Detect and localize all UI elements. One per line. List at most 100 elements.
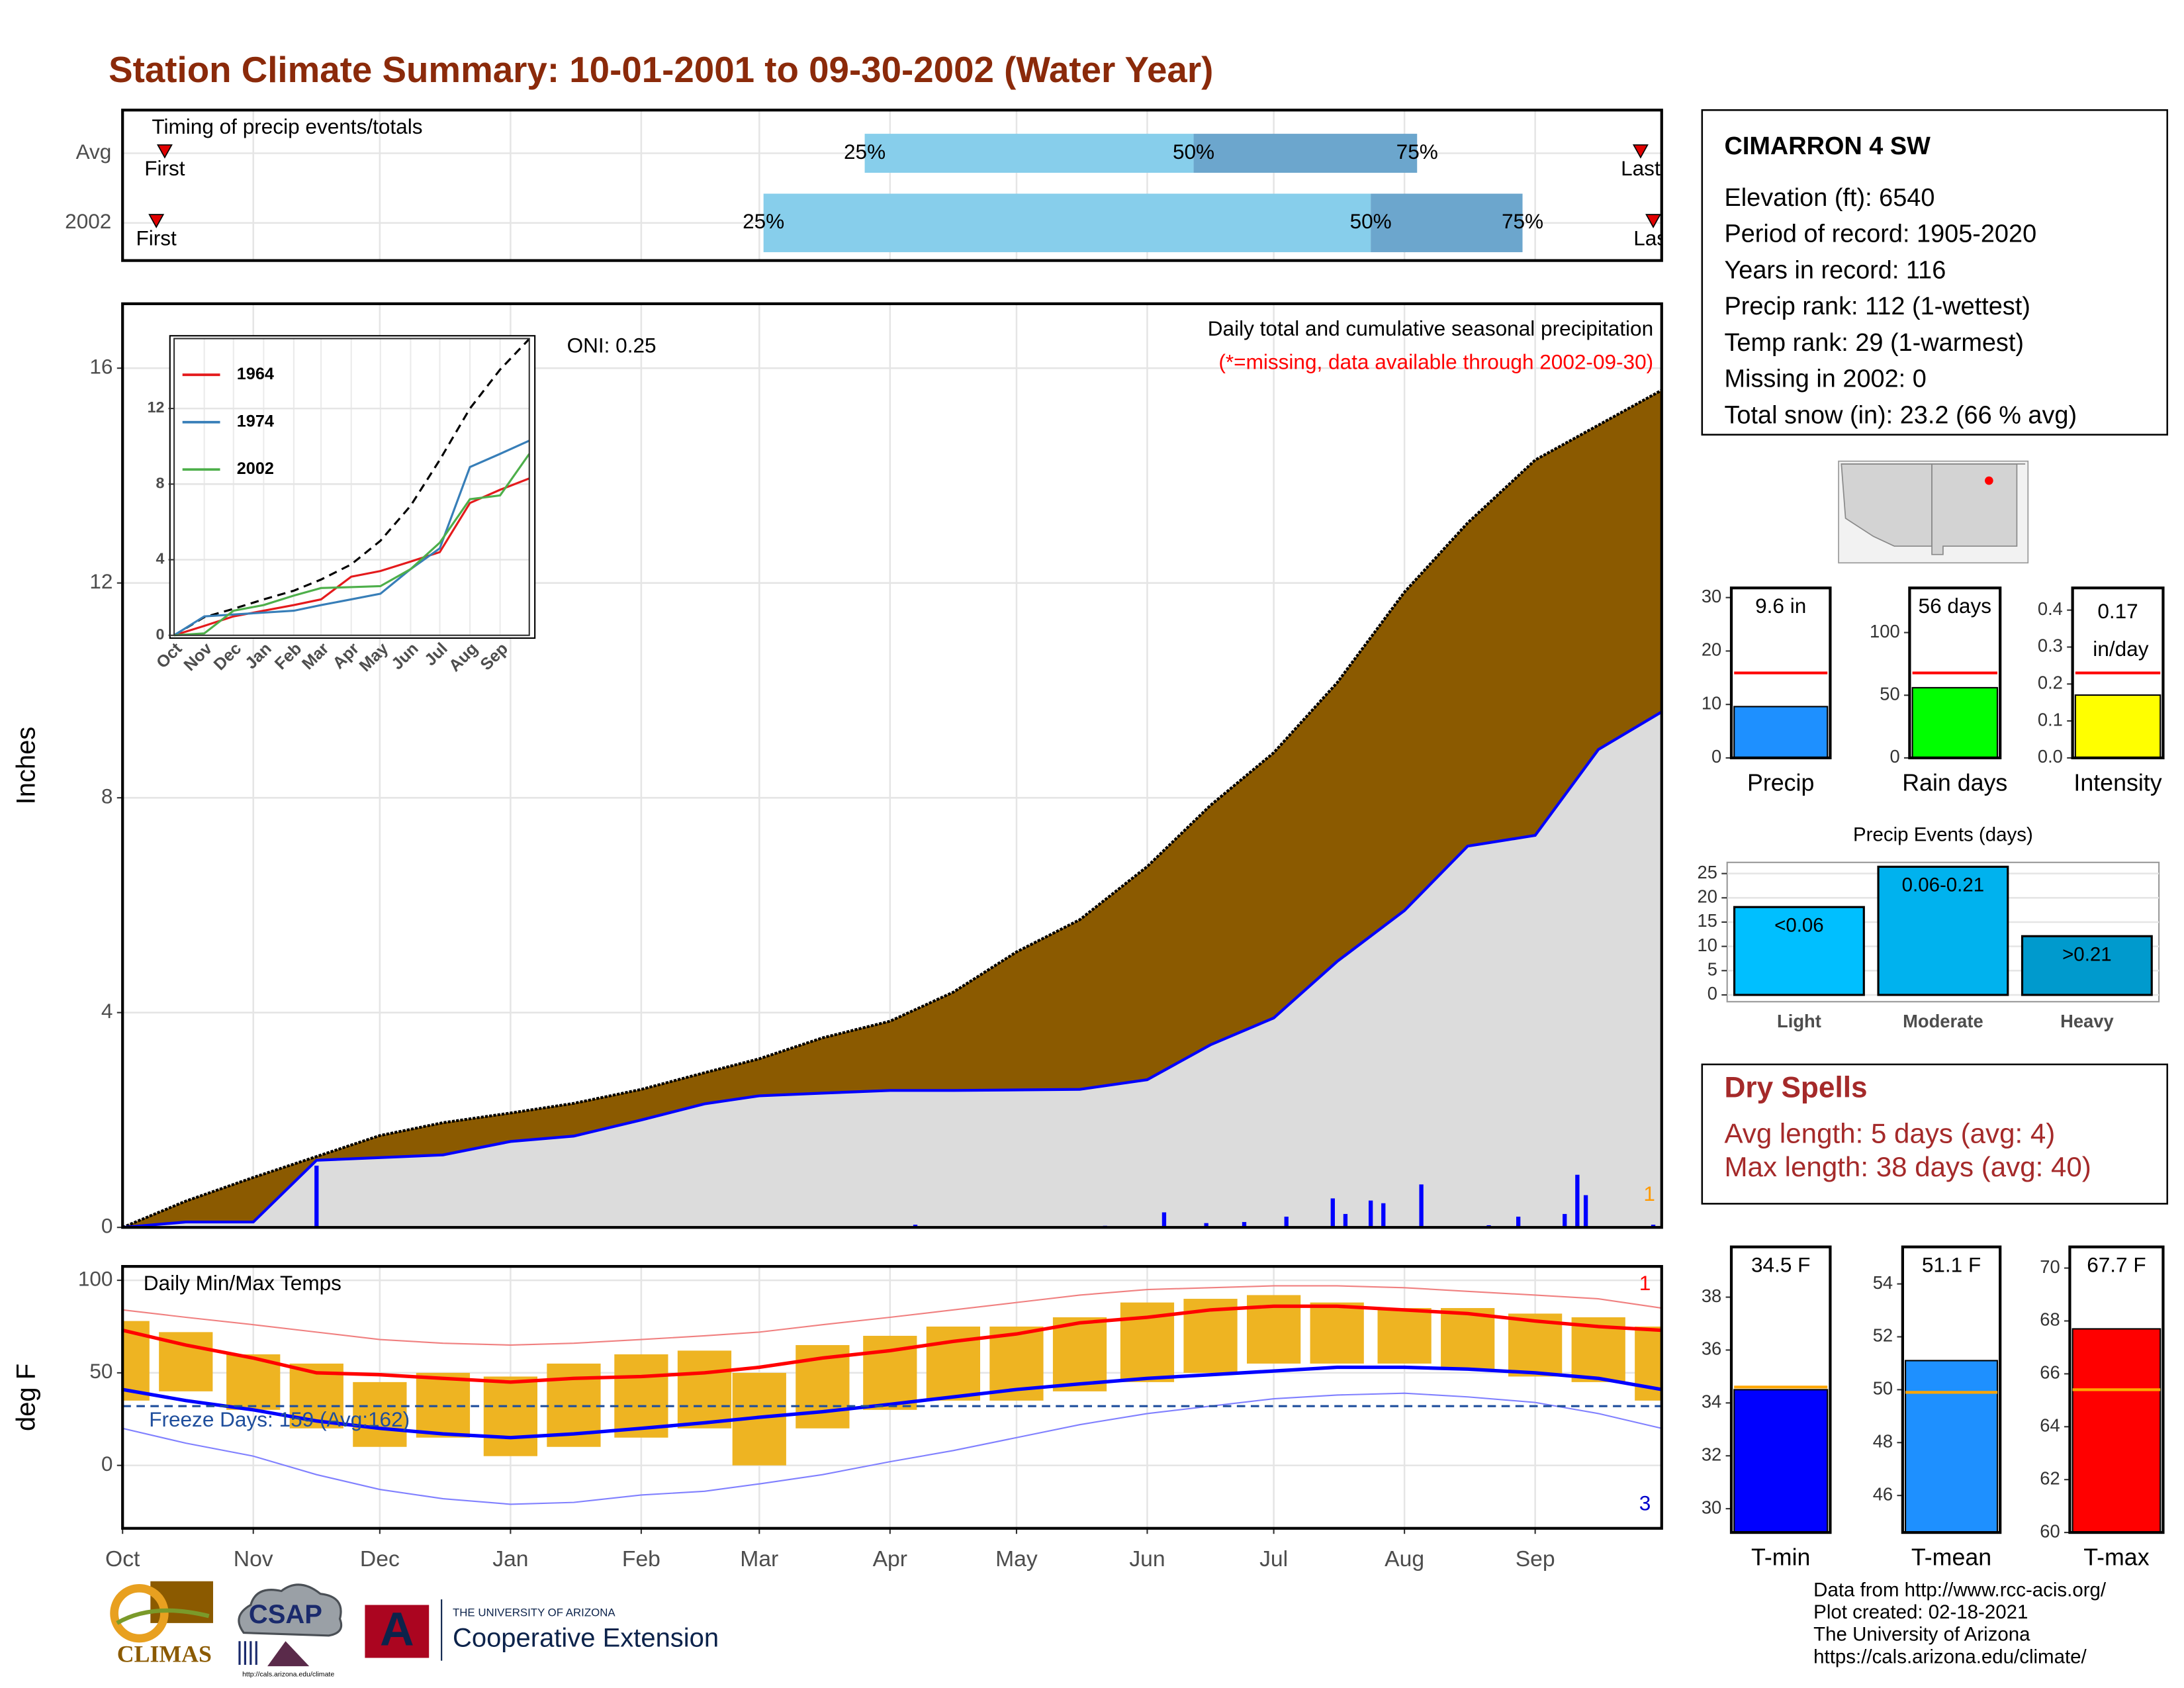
daily-bar	[314, 1165, 319, 1228]
y-tick-label: 10	[1702, 692, 1721, 713]
x-tick-label: Heavy	[2060, 1011, 2114, 1031]
bar	[1733, 706, 1829, 759]
daily-bar	[1563, 1213, 1567, 1228]
temp-range-bar	[1310, 1302, 1364, 1364]
series-line	[122, 1304, 1662, 1384]
temp-range-bar	[614, 1354, 668, 1438]
temp-range-bar	[353, 1382, 407, 1447]
quartile-bar	[864, 134, 1194, 173]
daily-bar	[1516, 1216, 1521, 1228]
y-tick-label: 0	[156, 626, 164, 643]
x-tick-label: Jan	[492, 1547, 528, 1571]
series-line	[173, 440, 530, 637]
chart-title: Precip Events (days)	[1853, 824, 2033, 846]
station-line: Precip rank: 112 (1-wettest)	[1724, 293, 2030, 320]
annotation: 3	[1639, 1491, 1651, 1515]
x-tick-label: Mar	[740, 1547, 778, 1571]
temp-range-bar	[1377, 1308, 1432, 1364]
y-tick-label: 68	[2040, 1309, 2060, 1330]
y-tick-label: 60	[2040, 1521, 2060, 1541]
value-label: 67.7 F	[2087, 1252, 2146, 1276]
y-tick-label: 12	[89, 569, 113, 593]
plot-frame	[1729, 586, 1832, 760]
x-tick-label: Oct	[105, 1547, 140, 1571]
series-line	[122, 1365, 1662, 1440]
y-tick-label: 30	[1702, 586, 1721, 606]
station-line: Missing in 2002: 0	[1724, 365, 1926, 393]
y-tick-label: 66	[2040, 1362, 2060, 1383]
point-label: First	[144, 156, 185, 180]
y-tick-label: 4	[101, 999, 113, 1023]
y-tick-label: 100	[1870, 621, 1900, 641]
footer-line: Plot created: 02-18-2021	[1813, 1601, 2028, 1623]
point-label: 25%	[844, 140, 886, 164]
y-tick-label: 0	[101, 1214, 113, 1238]
y-tick-label: 36	[1702, 1338, 1721, 1359]
x-tick-label: Apr	[873, 1547, 907, 1571]
y-tick-label: 54	[1873, 1272, 1893, 1293]
point-label: Last	[1633, 226, 1673, 250]
y-tick-label: 0.1	[2038, 709, 2063, 729]
y-tick-label: 15	[1698, 910, 1717, 931]
y-tick-label: 62	[2040, 1468, 2060, 1488]
bar-label: >0.21	[2062, 943, 2112, 965]
annotation: ONI: 0.25	[567, 333, 657, 357]
average-line	[122, 389, 1662, 1229]
temp-range-bar	[1052, 1317, 1107, 1391]
point-label: 25%	[743, 209, 784, 233]
daily-bar	[1284, 1216, 1289, 1228]
logos: CLIMAS CSAP http://cals.arizona.edu/clim…	[110, 1581, 719, 1679]
logo-extension: Cooperative Extension	[453, 1624, 719, 1653]
value-label: 56 days	[1919, 594, 1992, 618]
y-tick-label: 0	[101, 1452, 113, 1476]
state	[1931, 463, 2018, 555]
box	[1701, 1063, 2169, 1205]
box	[1701, 109, 2169, 436]
x-tick-label: Light	[1777, 1011, 1821, 1031]
footer-line: Data from http://www.rcc-acis.org/	[1813, 1579, 2107, 1601]
station-line: Temp rank: 29 (1-warmest)	[1724, 329, 2024, 357]
annotation: 1	[1639, 1271, 1651, 1295]
y-tick-label: 32	[1702, 1444, 1721, 1464]
y-tick-label: 46	[1873, 1483, 1893, 1504]
temperature-plot	[122, 1285, 1662, 1505]
dry-spells-box: Dry Spells Avg length: 5 days (avg: 4) M…	[1701, 1063, 2169, 1205]
bar	[2074, 694, 2161, 759]
dry-spells-title: Dry Spells	[1724, 1072, 1867, 1104]
chart-subtitle: (*=missing, data available through 2002-…	[1218, 350, 1653, 374]
logo-ua: THE UNIVERSITY OF ARIZONA	[453, 1607, 615, 1619]
plot-frame	[1729, 1245, 1832, 1534]
annotation: 1	[1643, 1182, 1655, 1205]
chart-title: Daily total and cumulative seasonal prec…	[1208, 316, 1653, 340]
y-tick-label: 50	[1880, 683, 1899, 704]
temp-range-bar	[677, 1350, 732, 1429]
plot-frame	[1908, 586, 2002, 760]
y-tick-label: 50	[1873, 1378, 1893, 1399]
cumulative-line	[122, 710, 1662, 1229]
y-tick-label: Avg	[76, 140, 112, 164]
station-line: Elevation (ft): 6540	[1724, 184, 1934, 212]
y-tick-label: 30	[1702, 1497, 1721, 1517]
plot-frame	[2071, 586, 2165, 760]
bar	[2021, 935, 2153, 996]
daily-bar	[1161, 1212, 1167, 1228]
series-line	[173, 453, 531, 637]
event-marker	[1632, 144, 1649, 159]
point-label: 50%	[1173, 140, 1214, 164]
event-marker	[148, 214, 165, 228]
station-line: Period of record: 1905-2020	[1724, 220, 2036, 248]
y-tick-label: 8	[101, 784, 113, 808]
series-line	[122, 1392, 1662, 1505]
point-label: First	[136, 226, 177, 250]
quartile-bar	[763, 193, 1371, 252]
logo-shape	[116, 1608, 210, 1625]
x-tick-label: T-mean	[1911, 1544, 1991, 1571]
y-axis-label: Inches	[12, 727, 41, 805]
panel-title: Timing of precip events/totals	[152, 115, 422, 138]
series-line	[122, 1285, 1662, 1346]
value-label: 9.6 in	[1755, 594, 1806, 618]
x-tick-label: Aug	[1385, 1547, 1424, 1571]
y-tick-label: 0	[1889, 746, 1899, 767]
page-title: Station Climate Summary: 10-01-2001 to 0…	[109, 49, 1213, 90]
